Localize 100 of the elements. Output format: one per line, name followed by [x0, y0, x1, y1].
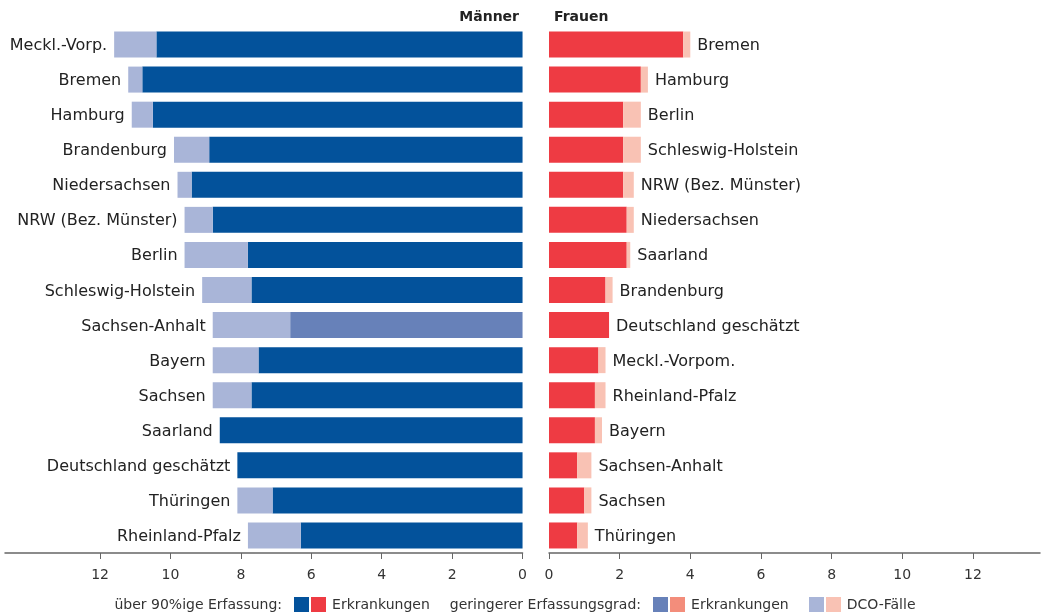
y-tick-label: Brandenburg [619, 280, 724, 300]
bar [549, 417, 595, 444]
x-tick-label: 2 [447, 566, 457, 582]
y-tick-label: Rheinland-Pfalz [116, 525, 241, 545]
bar [626, 206, 634, 233]
y-tick-label: Bremen [58, 70, 122, 90]
y-tick-label: Thüringen [148, 490, 231, 510]
chart-title: Frauen [554, 8, 609, 24]
bar [549, 31, 684, 58]
x-tick-label: 6 [306, 566, 316, 582]
bar [605, 277, 613, 303]
bar [202, 277, 252, 303]
y-tick-label: NRW (Bez. Münster) [17, 210, 178, 230]
bar [247, 522, 301, 549]
bar [177, 171, 192, 198]
x-tick-label: 12 [963, 566, 982, 582]
bar [549, 206, 627, 233]
bar [549, 277, 606, 303]
x-tick-label: 8 [236, 566, 246, 582]
bar [247, 241, 523, 268]
bar [251, 277, 523, 303]
bar [577, 522, 588, 549]
bar [173, 136, 210, 163]
y-tick-label: Thüringen [593, 525, 677, 545]
legend-label: Erkrankungen [691, 596, 789, 612]
y-tick-label: Bayern [608, 420, 666, 440]
y-tick-label: Berlin [647, 105, 695, 125]
bar [212, 347, 259, 374]
bar [623, 101, 641, 128]
bar [594, 382, 606, 409]
y-tick-label: Schleswig-Holstein [44, 280, 196, 300]
bar [212, 206, 523, 233]
bar [212, 382, 252, 409]
bar [142, 66, 523, 93]
bar [623, 136, 641, 163]
bar [549, 66, 641, 93]
y-tick-label: Niedersachsen [640, 210, 760, 230]
bar [258, 347, 523, 374]
chart-title: Männer [459, 8, 520, 24]
bar [549, 241, 627, 268]
bar [272, 487, 523, 514]
bar [300, 522, 523, 549]
x-tick-label: 0 [544, 566, 554, 582]
bar [237, 452, 523, 479]
bar [623, 171, 634, 198]
y-tick-label: Sachsen-Anhalt [598, 455, 723, 475]
bar [598, 347, 606, 374]
bar [549, 312, 610, 339]
x-tick-label: 4 [685, 566, 695, 582]
bar [594, 417, 602, 444]
y-tick-label: Rheinland-Pfalz [612, 385, 737, 405]
text: geringerer Erfassungsgrad: [449, 596, 642, 612]
bar [290, 312, 523, 339]
y-tick-label: Deutschland geschätzt [46, 455, 231, 475]
bar [152, 101, 523, 128]
bar [549, 136, 624, 163]
bar [549, 382, 595, 409]
bar [156, 31, 523, 58]
y-tick-label: Meckl.-Vorpom. [612, 350, 736, 370]
bar [237, 487, 273, 514]
y-tick-label: Schleswig-Holstein [647, 140, 799, 160]
bar [128, 66, 143, 93]
y-tick-label: Sachsen [138, 385, 206, 405]
x-tick-label: 10 [161, 566, 180, 582]
bar [549, 347, 599, 374]
y-tick-label: Sachsen-Anhalt [81, 315, 206, 335]
legend-label: DCO-Fälle [846, 596, 916, 612]
y-tick-label: Saarland [141, 420, 213, 440]
x-tick-label: 6 [756, 566, 766, 582]
y-tick-label: Deutschland geschätzt [616, 315, 800, 335]
x-tick-label: 8 [827, 566, 837, 582]
bar [549, 171, 624, 198]
y-tick-label: Bayern [149, 350, 206, 370]
bar [212, 312, 291, 339]
y-tick-label: Hamburg [50, 105, 125, 125]
y-tick-label: Saarland [637, 245, 709, 265]
y-tick-label: Hamburg [654, 70, 730, 90]
bar [683, 31, 691, 58]
bar [114, 31, 157, 58]
y-tick-label: Berlin [131, 245, 178, 265]
bar [184, 241, 248, 268]
x-tick-label: 2 [615, 566, 625, 582]
x-tick-label: 10 [893, 566, 912, 582]
bar [549, 101, 624, 128]
bar [191, 171, 523, 198]
bar [219, 417, 523, 444]
bar [549, 522, 578, 549]
y-tick-label: Brandenburg [62, 140, 167, 160]
y-tick-label: Meckl.-Vorp. [9, 35, 108, 55]
bar [584, 487, 592, 514]
x-tick-label: 12 [91, 566, 109, 582]
bar [184, 206, 213, 233]
bar [549, 452, 578, 479]
y-tick-label: Niedersachsen [52, 175, 171, 195]
x-tick-label: 4 [377, 566, 387, 582]
x-tick-label: 0 [518, 566, 528, 582]
bar [640, 66, 648, 93]
bar [549, 487, 585, 514]
legend-label: Erkrankungen [332, 596, 430, 612]
y-tick-label: Sachsen [598, 490, 666, 510]
